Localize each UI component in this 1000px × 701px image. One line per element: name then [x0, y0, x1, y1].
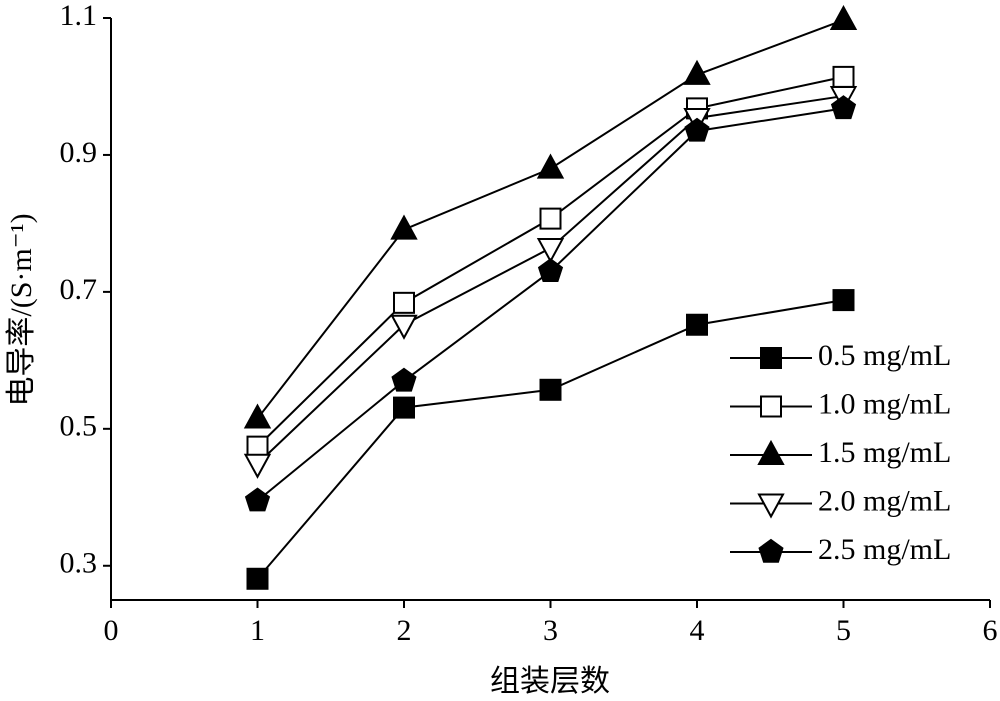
legend-marker: [760, 395, 782, 418]
y-tick-label: 0.9: [60, 136, 98, 169]
y-tick-label: 0.5: [60, 410, 98, 443]
x-tick-label: 5: [836, 614, 851, 647]
marker: [537, 258, 564, 283]
marker: [246, 435, 269, 458]
x-tick-label: 6: [983, 614, 998, 647]
legend-marker: [757, 493, 785, 519]
x-tick-label: 2: [397, 614, 412, 647]
x-tick-label: 0: [104, 614, 119, 647]
marker: [686, 313, 708, 336]
marker: [539, 207, 562, 230]
y-axis-label: 电导率/(S·m⁻¹): [5, 213, 38, 406]
legend-label: 0.5 mg/mL: [818, 339, 951, 372]
legend-marker: [758, 538, 784, 563]
legend-label: 1.0 mg/mL: [818, 387, 951, 420]
marker: [246, 567, 269, 590]
marker: [829, 4, 858, 31]
x-axis-label: 组装层数: [490, 665, 610, 698]
marker: [243, 453, 272, 479]
marker: [832, 289, 855, 312]
marker: [684, 117, 710, 142]
y-tick-label: 1.1: [60, 0, 98, 32]
marker: [832, 65, 855, 88]
marker: [243, 403, 272, 429]
series-line: [256, 299, 844, 580]
marker: [244, 487, 271, 512]
marker: [536, 153, 565, 179]
x-tick-label: 4: [690, 614, 705, 647]
marker: [391, 367, 417, 392]
marker: [830, 95, 857, 120]
marker: [390, 214, 418, 240]
marker: [683, 59, 711, 85]
y-tick-label: 0.3: [60, 547, 98, 580]
marker: [536, 238, 565, 264]
x-tick-label: 3: [543, 614, 558, 647]
marker: [393, 396, 415, 419]
legend-label: 2.0 mg/mL: [818, 484, 951, 517]
y-tick-label: 0.7: [60, 273, 98, 306]
legend-marker: [757, 439, 785, 465]
marker: [539, 378, 562, 401]
marker: [390, 314, 418, 340]
x-tick-label: 1: [250, 614, 265, 647]
marker: [393, 291, 415, 314]
legend-label: 2.5 mg/mL: [818, 533, 951, 566]
legend-label: 1.5 mg/mL: [818, 436, 951, 469]
legend-marker: [760, 347, 782, 369]
